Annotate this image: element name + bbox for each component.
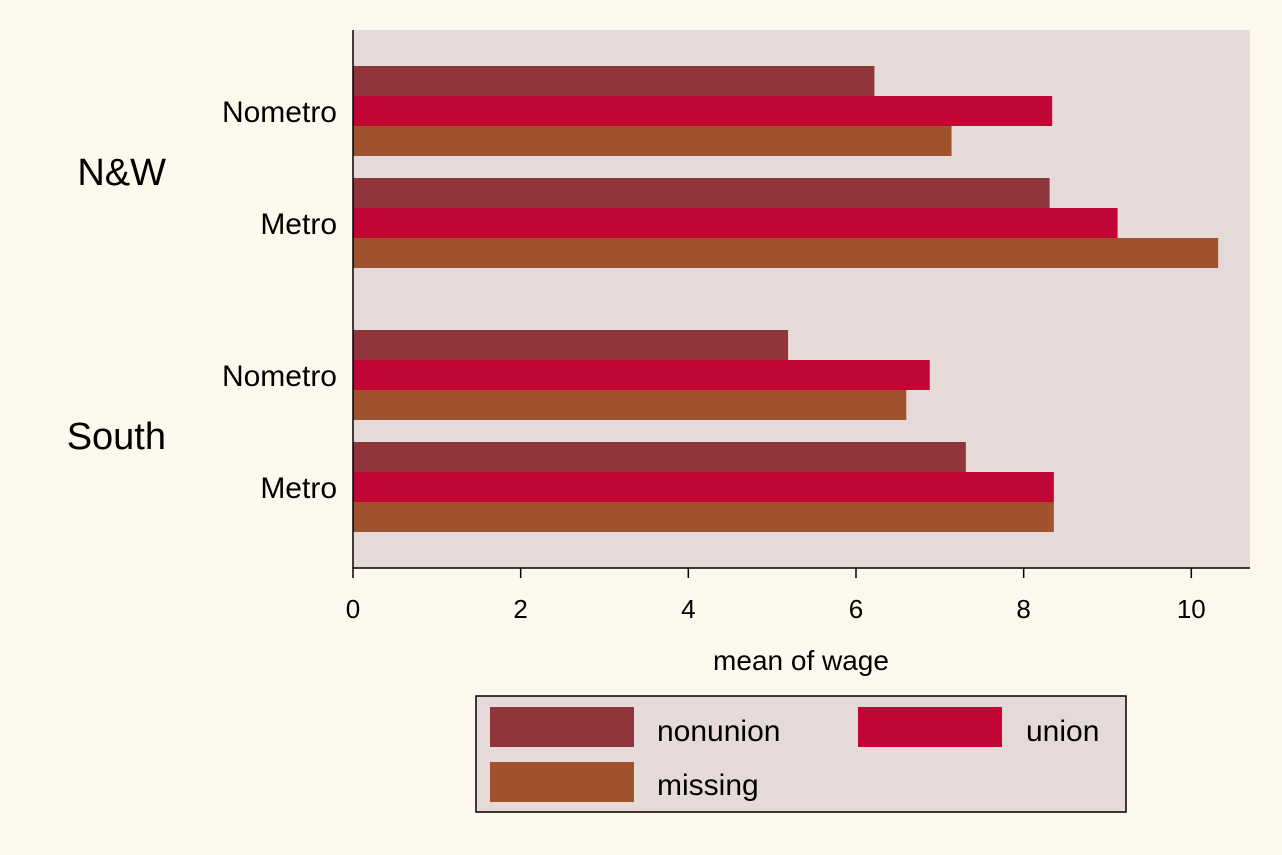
bar-n-w-metro-nonunion	[353, 178, 1050, 208]
bar-n-w-metro-missing	[353, 238, 1219, 268]
legend-label-nonunion: nonunion	[657, 715, 780, 748]
x-ticks-layer: 0 2 4 6 8 10	[346, 568, 1206, 624]
y-labels-layer: Nometro Metro Nometro Metro N&W South	[67, 96, 337, 505]
bar-south-nometro-missing	[353, 390, 907, 420]
group-label-south: South	[67, 416, 166, 458]
legend-label-missing: missing	[657, 769, 759, 802]
legend: nonunion union missing	[475, 695, 1127, 813]
x-tick-label-4: 4	[681, 594, 695, 624]
x-axis-label: mean of wage	[713, 645, 889, 676]
bar-n-w-nometro-missing	[353, 126, 952, 156]
bar-n-w-nometro-union	[353, 96, 1053, 126]
category-label-south-metro: Metro	[260, 472, 337, 505]
legend-swatch-nonunion	[490, 707, 634, 747]
x-tick-label-10: 10	[1177, 594, 1206, 624]
legend-swatch-union	[858, 707, 1002, 747]
legend-swatch-missing	[490, 762, 634, 802]
bar-n-w-metro-union	[353, 208, 1118, 238]
bar-n-w-nometro-nonunion	[353, 66, 875, 96]
legend-label-union: union	[1026, 715, 1099, 748]
category-label-n-w-metro: Metro	[260, 208, 337, 241]
bar-south-nometro-union	[353, 360, 930, 390]
category-label-south-nometro: Nometro	[222, 360, 337, 393]
x-tick-label-8: 8	[1016, 594, 1030, 624]
x-tick-label-2: 2	[513, 594, 527, 624]
x-tick-label-6: 6	[849, 594, 863, 624]
category-label-n-w-nometro: Nometro	[222, 96, 337, 129]
bar-south-metro-union	[353, 472, 1054, 502]
x-tick-label-0: 0	[346, 594, 360, 624]
bar-south-metro-missing	[353, 502, 1054, 532]
bar-south-nometro-nonunion	[353, 330, 789, 360]
group-label-n-w: N&W	[77, 152, 166, 194]
bars-layer	[353, 66, 1219, 532]
bar-south-metro-nonunion	[353, 442, 966, 472]
